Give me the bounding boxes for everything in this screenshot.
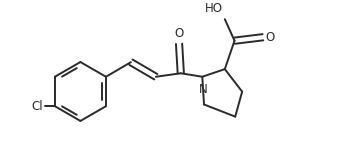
Text: HO: HO [205,2,223,15]
Text: N: N [199,83,207,96]
Text: Cl: Cl [31,100,43,113]
Text: O: O [266,31,275,44]
Text: O: O [174,27,184,40]
